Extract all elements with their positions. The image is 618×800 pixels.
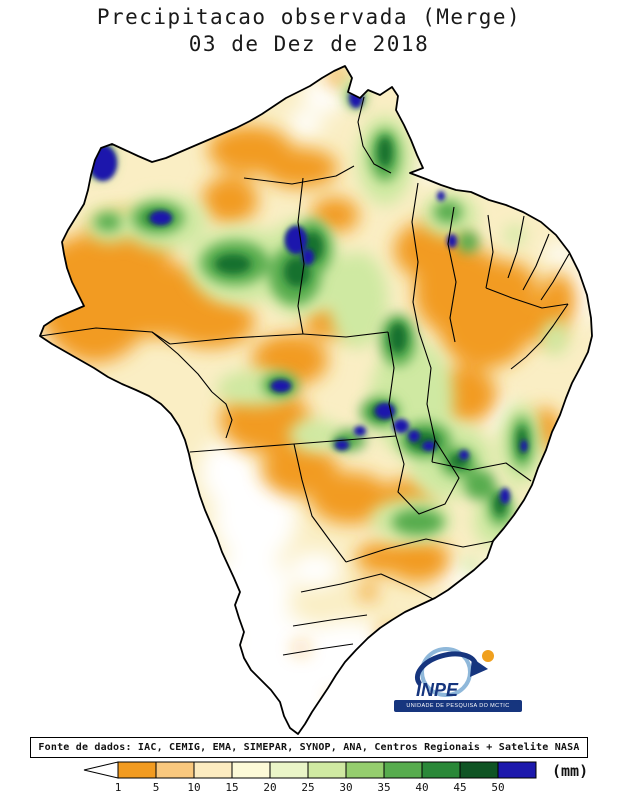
legend-color-segment: [193, 761, 233, 779]
map-title: Precipitacao observada (Merge): [96, 5, 522, 29]
data-source-box: Fonte de dados: IAC, CEMIG, EMA, SIMEPAR…: [30, 737, 588, 758]
map-date: 03 de Dez de 2018: [188, 32, 430, 56]
legend-tick-label: 5: [153, 781, 160, 794]
legend-color-segment: [231, 761, 271, 779]
globe-icon: [420, 647, 472, 697]
legend-color-segment: [155, 761, 195, 779]
inpe-logo: INPE UNIDADE DE PESQUISA DO MCTIC: [394, 644, 522, 712]
legend-tick-label: 25: [301, 781, 314, 794]
legend-tick-label: 10: [187, 781, 200, 794]
state-borders: [39, 96, 570, 656]
inpe-acronym: INPE: [416, 680, 459, 700]
legend-color-segment: [345, 761, 385, 779]
legend-tick-label: 30: [339, 781, 352, 794]
legend-tick-label: 15: [225, 781, 238, 794]
legend: 1 5 10 15 20 25 30 35 40 45 50: [82, 760, 544, 798]
legend-below-min-arrow: [83, 761, 119, 779]
legend-color-segment: [497, 761, 537, 779]
legend-tick-label: 1: [115, 781, 122, 794]
inpe-logo-graphic: INPE: [414, 647, 494, 700]
legend-color-segment: [459, 761, 499, 779]
inpe-banner: UNIDADE DE PESQUISA DO MCTIC: [394, 700, 522, 712]
legend-tick-label: 20: [263, 781, 276, 794]
legend-color-segment: [383, 761, 423, 779]
legend-tick-label: 50: [491, 781, 504, 794]
brazil-outline: [39, 65, 593, 735]
legend-color-segment: [269, 761, 309, 779]
brazil-precipitation-map: [39, 65, 593, 735]
legend-color-segment: [117, 761, 157, 779]
legend-tick-label: 45: [453, 781, 466, 794]
legend-color-segment: [307, 761, 347, 779]
legend-tick-label: 40: [415, 781, 428, 794]
legend-bar: 1 5 10 15 20 25 30 35 40 45 50: [83, 761, 537, 794]
legend-tick-label: 35: [377, 781, 390, 794]
orbit-arrowhead-icon: [470, 658, 488, 677]
satellite-dot-icon: [482, 650, 494, 662]
legend-unit-label: (mm): [552, 762, 589, 780]
legend-color-segment: [421, 761, 461, 779]
